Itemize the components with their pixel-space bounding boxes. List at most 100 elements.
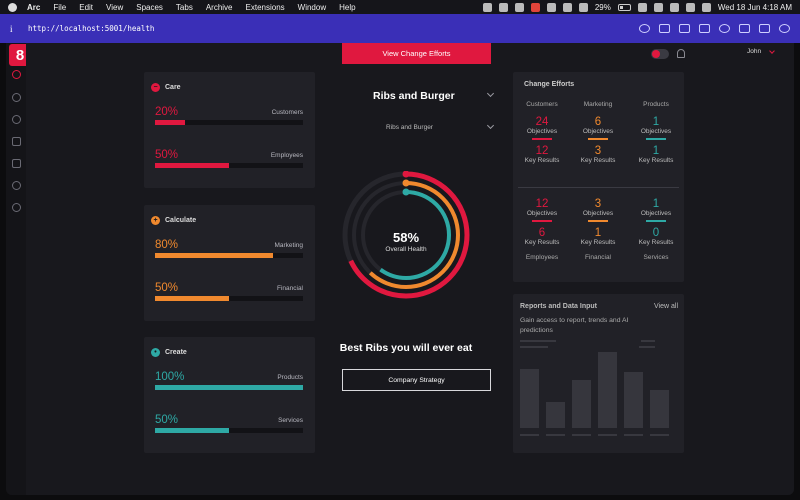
reports-description: Gain access to report, trends and AI pre… [520,317,629,334]
apple-icon[interactable] [8,2,17,12]
capture-icon[interactable] [659,24,670,33]
calculate-ring-icon [402,179,410,187]
column-header: Customers [526,101,558,108]
help-icon[interactable] [12,181,21,190]
column-underline [646,138,666,140]
services-column[interactable]: 1 Objectives 0 Key Results Services [631,198,681,261]
objectives-count: 3 [594,198,602,210]
user-menu[interactable]: John [747,47,775,55]
menu-window[interactable]: Window [297,2,327,12]
headphones-icon[interactable] [653,2,663,12]
control-center-icon[interactable] [701,2,711,12]
key-results-count: 6 [538,226,546,239]
menubar-clock[interactable]: Wed 18 Jun 4:18 AM [717,2,792,12]
sync-icon[interactable] [498,2,508,12]
card-title: Reports and Data Input [520,303,598,310]
menu-app-name[interactable]: Arc [27,2,41,12]
objectives-count: 6 [594,116,602,128]
bell-icon[interactable] [677,49,685,58]
menu-edit[interactable]: Edit [79,2,94,12]
card-header: • Create [151,348,187,357]
sub-brand-select[interactable]: Ribs and Burger [386,124,433,131]
menu-file[interactable]: File [53,2,67,12]
column-header: Products [643,101,669,108]
menu-extensions[interactable]: Extensions [245,2,285,12]
app-logo[interactable]: 8 [9,44,31,66]
settings-icon[interactable] [719,24,730,33]
profile-icon[interactable] [779,24,790,33]
document-icon[interactable] [12,159,21,168]
create-card: • Create 100% Products 50% Services [144,337,315,453]
tagline: Best Ribs you will ever eat [339,342,473,354]
grid-icon[interactable] [562,2,572,12]
app-status-icon[interactable] [482,2,492,12]
view-all-link[interactable]: View all [654,303,678,310]
financial-column[interactable]: 3 Objectives 1 Key Results Financial [573,198,623,261]
location-icon[interactable] [12,93,21,102]
target-icon[interactable] [12,70,21,79]
progress-fill [155,253,274,258]
card-title: Create [165,349,187,356]
site-info-icon[interactable]: i [10,23,13,34]
chevron-down-icon[interactable] [486,89,495,98]
menu-archive[interactable]: Archive [205,2,233,12]
metric-percent: 80% [155,239,179,251]
employees-column[interactable]: 12 Objectives 6 Key Results Employees [517,198,567,261]
cloud-icon[interactable] [514,2,524,12]
placeholder-bar [546,402,565,428]
wifi-icon[interactable] [669,2,679,12]
extension-icon[interactable] [739,24,750,33]
brand-select[interactable]: Ribs and Burger [373,90,455,102]
battery-icon[interactable] [617,3,631,11]
metric-label: Products [277,374,303,381]
progress-track [155,385,303,390]
progress-track [155,296,303,301]
metric-percent: 50% [155,282,179,294]
key-results-count: 1 [594,226,602,239]
skeleton-line [520,434,539,436]
key-results-count: 12 [535,144,549,157]
menu-help[interactable]: Help [339,2,356,12]
user-icon[interactable] [12,115,21,124]
metric-label: Services [278,417,303,424]
objectives-label: Objectives [582,210,614,217]
key-results-label: Key Results [580,238,616,246]
settings-icon[interactable] [12,203,21,212]
chevron-down-icon [769,47,775,54]
metric-label: Marketing [274,242,303,249]
placeholder-bar [572,380,591,428]
view-change-efforts-button[interactable]: View Change Efforts [342,43,491,64]
minus-circle-icon: − [151,83,160,92]
play-icon[interactable] [637,2,647,12]
chevron-down-icon[interactable] [486,121,495,130]
company-strategy-button[interactable]: Company Strategy [342,369,491,391]
search-icon[interactable] [685,2,695,12]
devtools-icon[interactable] [759,24,770,33]
camera-icon[interactable] [546,2,556,12]
skeleton-line [650,434,669,436]
main-content: View Change Efforts John − Care 20% Cust… [26,43,794,495]
browser-url-bar: i http://localhost:5001/health [0,14,800,43]
skeleton-line [572,434,591,436]
macos-menu-bar: Arc File Edit View Spaces Tabs Archive E… [0,0,800,14]
key-results-label: Key Results [524,156,560,164]
camera-icon[interactable] [679,24,690,33]
sidebar-icon[interactable] [699,24,710,33]
s-app-icon[interactable] [578,2,588,12]
theme-toggle[interactable] [651,49,669,59]
customers-column[interactable]: Customers 24 Objectives 12 Key Results [517,101,567,164]
overall-health-gauge [342,171,470,299]
chart-icon[interactable] [12,137,21,146]
reports-card: Reports and Data Input View all Gain acc… [513,294,684,453]
menu-spaces[interactable]: Spaces [136,2,163,12]
marketing-column[interactable]: Marketing 6 Objectives 3 Key Results [573,101,623,164]
menu-view[interactable]: View [106,2,124,12]
menu-tabs[interactable]: Tabs [175,2,193,12]
progress-track [155,120,303,125]
link-icon[interactable] [639,24,650,33]
card-header: − Care [151,83,181,92]
menubar-status-area: 29% Wed 18 Jun 4:18 AM [482,2,792,12]
url-text[interactable]: http://localhost:5001/health [28,24,155,33]
alert-icon[interactable] [530,2,540,12]
products-column[interactable]: Products 1 Objectives 1 Key Results [631,101,681,164]
